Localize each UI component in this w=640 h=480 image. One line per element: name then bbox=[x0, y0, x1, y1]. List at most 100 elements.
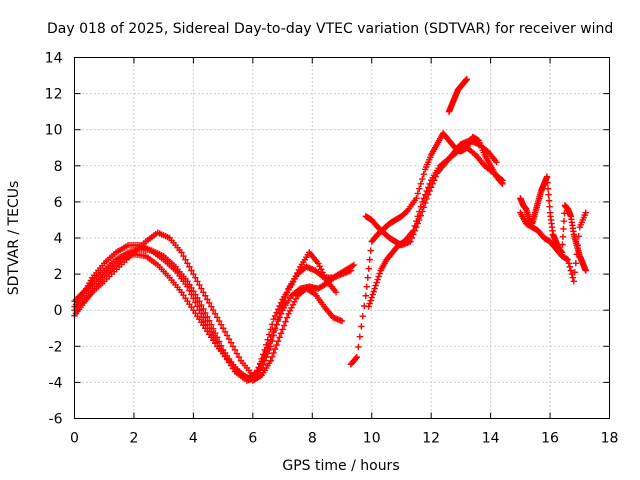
data-point bbox=[429, 180, 436, 188]
y-tick-label: 4 bbox=[54, 231, 63, 247]
data-point bbox=[279, 326, 286, 333]
data-point bbox=[582, 267, 589, 274]
data-point bbox=[223, 332, 231, 339]
data-point bbox=[235, 353, 243, 361]
data-point bbox=[419, 175, 426, 183]
data-point bbox=[564, 256, 572, 263]
y-tick-label: -4 bbox=[49, 375, 63, 391]
data-point bbox=[416, 216, 423, 224]
data-point bbox=[283, 289, 291, 296]
data-point bbox=[227, 339, 235, 346]
data-point bbox=[368, 294, 375, 301]
data-point bbox=[194, 303, 201, 310]
data-point bbox=[264, 336, 271, 343]
data-point bbox=[463, 75, 471, 83]
data-point bbox=[273, 309, 280, 316]
data-point bbox=[200, 305, 207, 313]
data-point bbox=[196, 281, 203, 289]
x-axis-title: GPS time / hours bbox=[282, 458, 399, 474]
data-point bbox=[270, 332, 277, 339]
data-point bbox=[566, 263, 574, 271]
data-point bbox=[289, 301, 297, 308]
data-point bbox=[200, 314, 207, 321]
data-point bbox=[419, 208, 426, 215]
data-point bbox=[277, 330, 285, 337]
data-point bbox=[367, 247, 374, 254]
data-point bbox=[274, 337, 282, 345]
data-point bbox=[231, 346, 239, 354]
data-point bbox=[264, 350, 271, 357]
data-point bbox=[229, 343, 237, 350]
data-point bbox=[408, 234, 416, 242]
data-point bbox=[365, 303, 372, 310]
data-point bbox=[268, 337, 276, 345]
data-point bbox=[270, 349, 277, 357]
data-point bbox=[280, 322, 288, 329]
data-point bbox=[265, 346, 273, 354]
data-point bbox=[204, 296, 211, 303]
data-point bbox=[276, 334, 283, 341]
x-tick-label: 10 bbox=[363, 431, 381, 447]
data-point bbox=[285, 310, 292, 318]
data-point bbox=[274, 316, 282, 323]
data-point bbox=[279, 302, 286, 309]
data-point bbox=[432, 173, 439, 180]
y-tick-label: 6 bbox=[54, 195, 63, 211]
data-point bbox=[184, 283, 191, 290]
data-point bbox=[282, 318, 289, 325]
data-point bbox=[194, 278, 201, 285]
data-point bbox=[283, 314, 291, 321]
data-point bbox=[574, 242, 581, 249]
data-point bbox=[417, 180, 424, 188]
series-track-4 bbox=[71, 229, 355, 379]
y-tick-label: 12 bbox=[45, 87, 63, 103]
y-tick-label: 8 bbox=[54, 159, 63, 175]
data-point bbox=[358, 323, 365, 330]
data-point bbox=[206, 299, 213, 307]
data-point bbox=[198, 310, 205, 318]
data-point bbox=[332, 288, 340, 296]
grid bbox=[74, 57, 610, 419]
data-point bbox=[426, 187, 433, 195]
data-point bbox=[347, 267, 355, 274]
data-point bbox=[414, 220, 421, 227]
data-point bbox=[356, 333, 364, 340]
data-point bbox=[543, 173, 551, 180]
data-point bbox=[267, 357, 274, 364]
data-point bbox=[286, 307, 294, 315]
data-point bbox=[180, 252, 187, 260]
x-tick-label: 8 bbox=[308, 431, 317, 447]
data-point bbox=[410, 231, 417, 238]
data-point bbox=[282, 293, 289, 301]
data-point bbox=[499, 177, 506, 184]
series-track-7 bbox=[362, 137, 500, 249]
x-tick-label: 4 bbox=[189, 431, 198, 447]
axis-ticks bbox=[74, 57, 610, 419]
data-point bbox=[362, 292, 369, 299]
data-point bbox=[271, 326, 279, 334]
data-point bbox=[210, 307, 217, 314]
data-point bbox=[560, 225, 567, 233]
data-point bbox=[565, 260, 573, 267]
data-point bbox=[411, 227, 419, 234]
data-point bbox=[407, 238, 414, 245]
data-point bbox=[545, 191, 552, 198]
data-point bbox=[493, 158, 500, 166]
data-point bbox=[427, 184, 435, 191]
x-tick-label: 0 bbox=[70, 431, 79, 447]
plot-frame bbox=[74, 57, 610, 419]
data-point bbox=[546, 203, 553, 210]
data-point bbox=[273, 321, 280, 328]
data-point bbox=[559, 233, 567, 240]
data-point bbox=[277, 306, 285, 313]
data-point bbox=[288, 304, 295, 311]
data-point bbox=[419, 198, 426, 206]
data-point bbox=[416, 185, 423, 192]
data-point bbox=[263, 353, 270, 361]
x-tick-label: 18 bbox=[601, 431, 619, 447]
data-point bbox=[233, 350, 241, 357]
data-point bbox=[265, 331, 273, 338]
x-tick-label: 12 bbox=[422, 431, 440, 447]
data-point bbox=[544, 185, 552, 192]
